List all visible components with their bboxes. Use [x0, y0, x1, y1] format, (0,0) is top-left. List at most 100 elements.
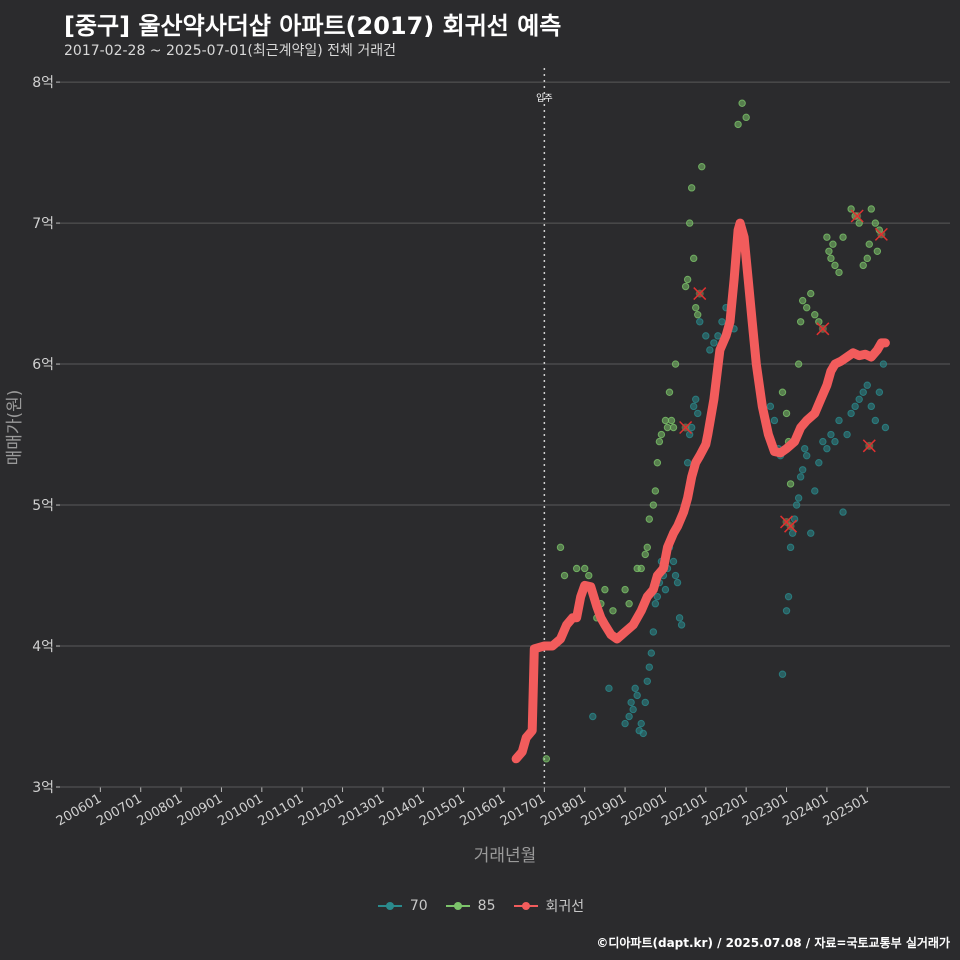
- point-85: [786, 480, 795, 488]
- point-85: [825, 247, 833, 255]
- point-85: [649, 501, 658, 509]
- x-tick-label: 201601: [458, 791, 508, 829]
- point-85: [823, 233, 831, 241]
- point-85: [742, 113, 750, 122]
- point-85: [609, 607, 617, 615]
- move-in-label: 입주: [536, 92, 553, 104]
- x-tick-label: 201201: [296, 791, 346, 829]
- legend-item-regression: 회귀선: [512, 896, 585, 916]
- point-85: [585, 571, 593, 580]
- point-85: [661, 416, 670, 425]
- legend-label-regression: 회귀선: [545, 899, 585, 915]
- point-70: [605, 684, 613, 693]
- point-85: [778, 388, 787, 396]
- outlier-marker: [874, 227, 888, 241]
- x-tick-label: 202101: [659, 791, 709, 829]
- point-70: [843, 430, 851, 439]
- point-85: [738, 99, 746, 107]
- point-70: [881, 423, 890, 432]
- point-70: [835, 416, 843, 425]
- point-85: [827, 254, 835, 263]
- point-85: [667, 416, 676, 425]
- x-tick-label: 201501: [417, 791, 467, 829]
- point-85: [867, 205, 875, 213]
- point-70: [677, 621, 686, 629]
- x-tick-label: 200901: [175, 791, 225, 829]
- point-85: [839, 233, 847, 241]
- point-85: [831, 261, 839, 270]
- point-85: [694, 311, 702, 319]
- x-tick-label: 200701: [94, 791, 144, 829]
- point-70: [788, 529, 797, 537]
- point-85: [829, 240, 837, 248]
- outlier-marker: [816, 322, 830, 336]
- point-70: [851, 402, 859, 411]
- legend-key-70: [376, 899, 404, 913]
- point-70: [621, 719, 629, 728]
- legend-item-85: 85: [444, 898, 496, 914]
- y-tick-label: 7억: [32, 216, 54, 232]
- point-70: [675, 614, 684, 622]
- x-tick-label: 202501: [821, 791, 871, 829]
- point-70: [859, 388, 867, 396]
- point-85: [835, 268, 843, 277]
- point-85: [601, 585, 609, 594]
- point-70: [792, 501, 801, 509]
- point-70: [696, 318, 704, 326]
- point-70: [871, 416, 880, 425]
- point-85: [683, 275, 692, 284]
- point-70: [855, 395, 863, 404]
- point-70: [770, 416, 779, 425]
- point-85: [637, 564, 645, 573]
- point-70: [811, 487, 819, 495]
- x-axis-title: 거래년월: [474, 846, 537, 866]
- point-85: [653, 459, 662, 467]
- point-70: [778, 670, 787, 678]
- legend-item-70: 70: [376, 898, 428, 914]
- point-70: [627, 698, 635, 707]
- point-85: [794, 360, 803, 368]
- point-70: [673, 578, 682, 587]
- point-85: [859, 261, 867, 270]
- point-70: [641, 698, 649, 707]
- point-70: [649, 628, 658, 636]
- point-85: [651, 487, 660, 495]
- y-tick-label: 6억: [32, 357, 54, 373]
- point-85: [698, 162, 706, 171]
- legend-key-85: [444, 899, 472, 913]
- outlier-marker: [862, 439, 876, 453]
- y-tick-label: 5억: [32, 498, 54, 514]
- chart-subtitle: 2017-02-28 ~ 2025-07-01(최근계약일) 전체 거래건: [64, 43, 396, 59]
- point-85: [665, 388, 674, 396]
- point-70: [702, 332, 710, 340]
- outlier-marker: [850, 209, 864, 223]
- point-85: [689, 254, 698, 263]
- point-85: [873, 247, 882, 255]
- point-85: [803, 303, 811, 312]
- x-tick-label: 202401: [780, 791, 830, 829]
- point-70: [589, 712, 597, 721]
- point-70: [653, 592, 662, 601]
- point-70: [631, 684, 639, 693]
- x-tick-label: 200801: [135, 791, 185, 829]
- x-tick-label: 202001: [619, 791, 669, 829]
- point-70: [629, 705, 637, 714]
- point-70: [692, 395, 700, 404]
- point-70: [798, 466, 807, 474]
- legend-label-85: 85: [477, 898, 496, 914]
- point-85: [855, 219, 863, 227]
- point-85: [692, 303, 700, 312]
- outlier-marker: [784, 519, 798, 533]
- point-85: [669, 423, 678, 432]
- point-70: [827, 430, 835, 439]
- point-85: [581, 564, 589, 573]
- point-85: [796, 318, 805, 326]
- point-85: [734, 120, 742, 129]
- chart-title: [중구] 울산약사더샵 아파트(2017) 회귀선 예측: [64, 12, 562, 40]
- point-70: [879, 360, 888, 368]
- x-tick-label: 201101: [256, 791, 306, 829]
- point-70: [784, 592, 793, 601]
- point-70: [823, 444, 831, 453]
- point-85: [645, 515, 653, 523]
